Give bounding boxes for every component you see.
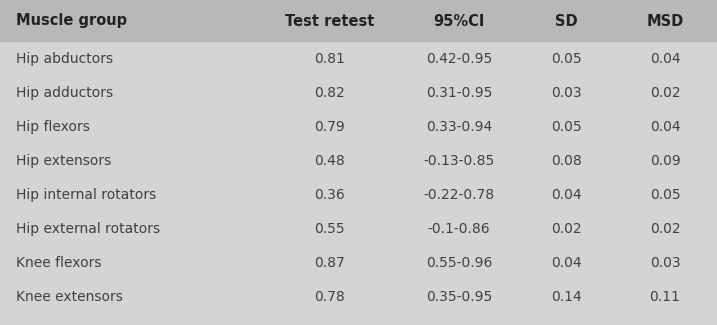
Text: Hip flexors: Hip flexors: [16, 120, 90, 134]
Text: 0.14: 0.14: [551, 290, 581, 304]
Text: 0.05: 0.05: [650, 188, 680, 202]
Text: -0.22-0.78: -0.22-0.78: [423, 188, 495, 202]
Text: MSD: MSD: [647, 14, 683, 29]
Text: 0.48: 0.48: [315, 154, 345, 168]
Text: 0.55-0.96: 0.55-0.96: [426, 256, 492, 270]
Text: 0.82: 0.82: [315, 86, 345, 100]
Text: SD: SD: [555, 14, 578, 29]
Text: -0.13-0.85: -0.13-0.85: [423, 154, 495, 168]
Text: -0.1-0.86: -0.1-0.86: [427, 222, 490, 236]
Text: 95%CI: 95%CI: [433, 14, 485, 29]
Text: 0.04: 0.04: [551, 188, 581, 202]
Text: 0.36: 0.36: [315, 188, 345, 202]
Text: 0.09: 0.09: [650, 154, 680, 168]
Text: Test retest: Test retest: [285, 14, 374, 29]
Text: Hip external rotators: Hip external rotators: [16, 222, 161, 236]
Text: 0.02: 0.02: [650, 86, 680, 100]
Bar: [0, 42, 717, 314]
Text: 0.81: 0.81: [314, 52, 346, 66]
Text: 0.11: 0.11: [650, 290, 680, 304]
Text: Muscle group: Muscle group: [16, 14, 128, 29]
Text: 0.04: 0.04: [650, 52, 680, 66]
Text: 0.42-0.95: 0.42-0.95: [426, 52, 492, 66]
Text: 0.04: 0.04: [650, 120, 680, 134]
Text: 0.03: 0.03: [650, 256, 680, 270]
Text: 0.78: 0.78: [315, 290, 345, 304]
Text: 0.87: 0.87: [315, 256, 345, 270]
Text: 0.02: 0.02: [650, 222, 680, 236]
Bar: [0, 0, 717, 42]
Text: 0.04: 0.04: [551, 256, 581, 270]
Text: Hip extensors: Hip extensors: [16, 154, 112, 168]
Text: 0.03: 0.03: [551, 86, 581, 100]
Text: 0.33-0.94: 0.33-0.94: [426, 120, 492, 134]
Text: 0.35-0.95: 0.35-0.95: [426, 290, 492, 304]
Text: Hip adductors: Hip adductors: [16, 86, 113, 100]
Text: Hip internal rotators: Hip internal rotators: [16, 188, 157, 202]
Text: Hip abductors: Hip abductors: [16, 52, 113, 66]
Text: 0.02: 0.02: [551, 222, 581, 236]
Text: Knee extensors: Knee extensors: [16, 290, 123, 304]
Text: 0.08: 0.08: [551, 154, 581, 168]
Text: 0.55: 0.55: [315, 222, 345, 236]
Text: 0.05: 0.05: [551, 120, 581, 134]
Text: 0.05: 0.05: [551, 52, 581, 66]
Text: 0.31-0.95: 0.31-0.95: [426, 86, 492, 100]
Text: 0.79: 0.79: [315, 120, 345, 134]
Text: Knee flexors: Knee flexors: [16, 256, 102, 270]
